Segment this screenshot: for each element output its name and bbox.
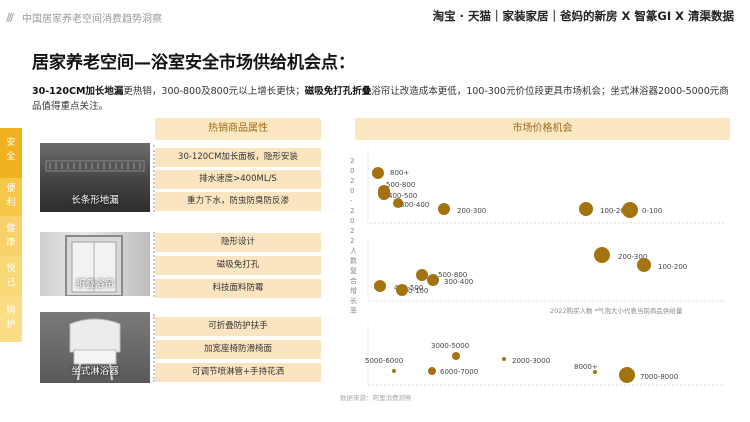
bubble-label: 2000-3000 (512, 357, 550, 365)
slash-decoration-icon: /// (6, 11, 14, 24)
product-caption: 折叠浴帘 (75, 279, 114, 290)
bubble (428, 367, 436, 375)
bubble-label: 100-200 (600, 207, 629, 215)
desc-text-1: 更热销，300-800及800元以上增长更快； (123, 86, 305, 97)
attr-item: 重力下水，防虫防臭防反渗 (155, 192, 321, 211)
bubble-label: 0-100 (408, 287, 428, 295)
right-section-header: 市场价格机会 (355, 118, 730, 140)
bubble-label: 6000-7000 (440, 368, 478, 376)
bubble-label: 5000-6000 (365, 357, 403, 365)
sidebar-tab-label: 便利 (6, 184, 16, 208)
product-caption: 坐式淋浴器 (71, 366, 119, 377)
bubble-label: 300-400 (444, 278, 473, 286)
shower-chair-illustration-icon (69, 318, 121, 381)
left-section-header: 热销商品属性 (155, 118, 321, 140)
bubble-label: 0-100 (642, 207, 662, 215)
attr-item: 可调节喷淋管+手持花洒 (155, 363, 321, 382)
photo-shower-chair: 坐式淋浴器 (40, 312, 150, 383)
bubble-label: 500-800 (438, 271, 467, 279)
bubble-label: 200-300 (618, 253, 647, 261)
report-subtitle: 中国居家养老空间消费趋势洞察 (22, 14, 162, 25)
sidebar-tab-label: 健康 (6, 224, 16, 248)
bubble (579, 202, 593, 216)
panel-frame (367, 325, 725, 386)
attr-item: 加宽座椅防滑椅面 (155, 340, 321, 359)
bubble (622, 202, 638, 218)
bubble (594, 247, 610, 263)
sidebar-tab-label: 购护 (6, 306, 16, 330)
bubble-label: 500-800 (386, 181, 415, 189)
bubble (374, 280, 386, 292)
attr-item: 磁吸免打孔 (155, 256, 321, 275)
attr-item: 排水速度>400ML/S (155, 170, 321, 189)
sidebar-tab-label: 安全 (6, 138, 16, 162)
sidebar-tab-health[interactable]: 健康 (0, 216, 22, 256)
photo-floor-drain: 长条形地漏 (40, 143, 150, 212)
y-axis-label: 2 0 2 0 -2 0 2 2 人数复合增长率 (350, 157, 357, 315)
data-source: 数据来源：阿里消费洞察 (340, 394, 412, 402)
price-opportunity-chart: 2 0 2 0 -2 0 2 2 人数复合增长率 2022购买人数 *气泡大小代表当前商品供给量… (350, 149, 725, 386)
bubble-label: 400-500 (394, 284, 423, 292)
sidebar-tab-convenience[interactable]: 便利 (0, 178, 22, 216)
bubble-label: 3000-5000 (431, 342, 469, 350)
bubble (416, 269, 428, 281)
bubble (438, 203, 450, 215)
chart-note: 2022购买人数 *气泡大小代表当前商品供给量 (550, 306, 683, 315)
attr-item: 可折叠防护扶手 (155, 317, 321, 336)
bubble (378, 188, 390, 200)
bubble-label: 200-300 (457, 207, 486, 215)
panel-frame (367, 149, 725, 224)
brand-logos: 淘宝 · 天猫｜家装家居｜爸妈的新房 X 智篆GI X 清渠数据 (432, 9, 734, 23)
desc-text-2: 浴帘让改造成本更低，100-300元价位段更具市场机会；坐式淋浴器2000-50… (32, 86, 729, 112)
bubble-label: 8000+ (574, 363, 598, 371)
sidebar-tab-self[interactable]: 悦己 (0, 256, 22, 296)
sidebar-tab-care[interactable]: 购护 (0, 296, 22, 342)
bubble (372, 167, 384, 179)
bubble (593, 370, 597, 374)
dotted-divider (153, 232, 156, 297)
bubble (452, 352, 460, 360)
bubble-label: 800+ (390, 169, 409, 177)
attr-item: 隐形设计 (155, 233, 321, 252)
bubble (392, 369, 396, 373)
bubble-label: 100-200 (658, 263, 687, 271)
sidebar-tab-label: 悦己 (6, 264, 16, 288)
bubble (637, 258, 651, 272)
folding-curtain-illustration-icon (65, 235, 123, 296)
bubble (619, 367, 635, 383)
photo-folding-curtain: 折叠浴帘 (40, 232, 150, 296)
bubble (393, 198, 403, 208)
bubble-label: 7000-8000 (640, 373, 678, 381)
description: 30-120CM加长地漏更热销，300-800及800元以上增长更快；磁吸免打孔… (32, 84, 732, 114)
attr-item: 科技面料防霉 (155, 279, 321, 298)
top-bar: /// 中国居家养老空间消费趋势洞察 淘宝 · 天猫｜家装家居｜爸妈的新房 X … (0, 0, 750, 30)
page-title: 居家养老空间—浴室安全市场供给机会点： (32, 53, 355, 73)
bubble (396, 284, 408, 296)
bubble (502, 357, 506, 361)
attr-item: 30-120CM加长面板，隐形安装 (155, 148, 321, 167)
dotted-divider (153, 145, 156, 212)
desc-bold-2: 磁吸免打孔折叠 (304, 86, 372, 97)
product-caption: 长条形地漏 (71, 195, 119, 206)
bubble (427, 274, 439, 286)
floor-drain-illustration-icon (45, 160, 145, 172)
bubble-label: 400-500 (388, 192, 417, 200)
bubble-label: 300-400 (400, 201, 429, 209)
desc-bold-1: 30-120CM加长地漏 (32, 86, 124, 97)
dotted-divider (153, 314, 156, 382)
sidebar-tab-safety[interactable]: 安全 (0, 128, 22, 178)
panel-frame (367, 241, 725, 302)
